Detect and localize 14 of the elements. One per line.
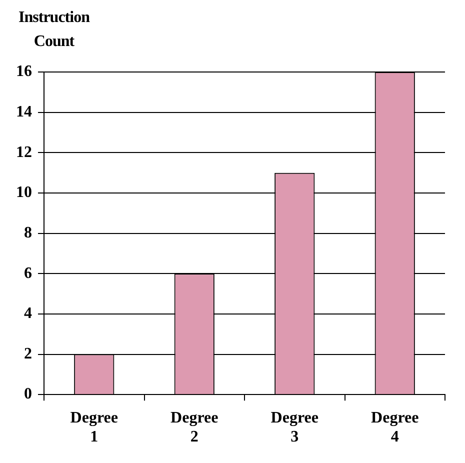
y-tick-label: 6 bbox=[24, 264, 32, 282]
x-tick-label: Degree 4 bbox=[371, 409, 419, 446]
y-tick-label: 2 bbox=[24, 345, 32, 362]
y-tick-label: 8 bbox=[24, 224, 32, 242]
y-tick-label: 16 bbox=[16, 63, 32, 80]
x-tick-label: Degree 1 bbox=[70, 409, 118, 446]
y-tick-label: 4 bbox=[24, 305, 32, 322]
y-tick-label: 0 bbox=[24, 386, 32, 403]
y-tick-label: 12 bbox=[16, 144, 32, 161]
x-tick-label: Degree 2 bbox=[170, 409, 218, 446]
y-tick-label: 10 bbox=[16, 184, 32, 202]
x-tick-label: Degree 3 bbox=[270, 409, 318, 446]
y-tick-label: 14 bbox=[16, 103, 32, 120]
y-axis-title: Instruction Count bbox=[18, 8, 91, 52]
